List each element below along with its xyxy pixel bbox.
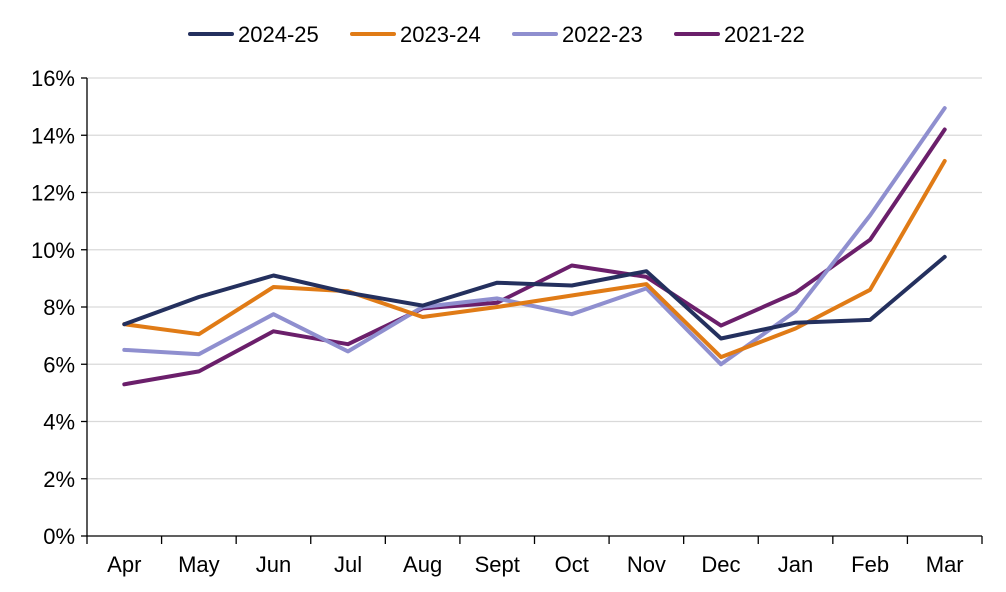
series-line-2024-25 [122, 254, 947, 341]
x-tick-label: Oct [555, 552, 589, 577]
y-tick-label: 2% [43, 467, 75, 492]
legend-label: 2022-23 [562, 22, 643, 47]
y-tick-label: 12% [31, 181, 75, 206]
y-tick-label: 10% [31, 238, 75, 263]
y-tick-label: 6% [43, 352, 75, 377]
x-tick-label: Sept [475, 552, 520, 577]
y-tick-label: 16% [31, 66, 75, 91]
x-tick-label: Jun [256, 552, 291, 577]
series-lines [122, 106, 947, 387]
gridlines [87, 77, 982, 480]
x-tick-label: May [178, 552, 220, 577]
y-tick-label: 0% [43, 524, 75, 549]
x-tick-label: Nov [627, 552, 666, 577]
series-line-2022-23 [122, 106, 947, 367]
x-tick-label: Feb [851, 552, 889, 577]
y-tick-label: 14% [31, 123, 75, 148]
axes: 0% 2% 4% 6% 8% 10% 12% 14% 16% Apr May Jun Jul Aug Sep… [31, 66, 983, 577]
x-tick-label: Aug [403, 552, 442, 577]
y-tick-label: 4% [43, 410, 75, 435]
series-line-2021-22 [122, 127, 947, 387]
legend-label: 2024-25 [238, 22, 319, 47]
legend-label: 2023-24 [400, 22, 481, 47]
x-tick-label: Apr [107, 552, 141, 577]
x-tick-label: Jan [778, 552, 813, 577]
x-tick-label: Dec [701, 552, 740, 577]
y-tick-label: 8% [43, 295, 75, 320]
legend: 2024-25 2023-24 2022-23 2021-22 [188, 22, 805, 47]
legend-label: 2021-22 [724, 22, 805, 47]
x-tick-label: Mar [926, 552, 964, 577]
x-tick-label: Jul [334, 552, 362, 577]
